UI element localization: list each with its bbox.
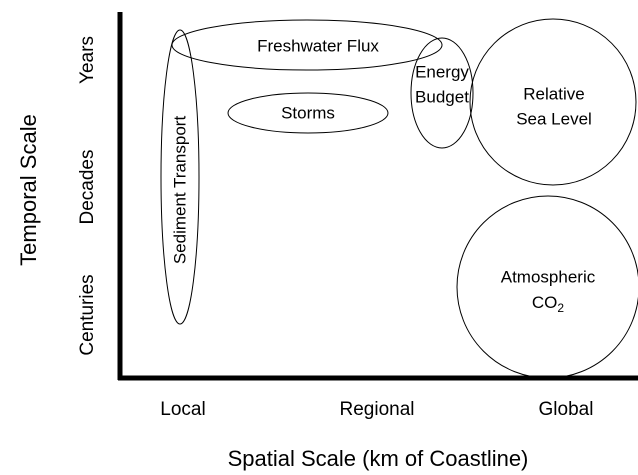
node-label-main: CO — [532, 293, 558, 312]
y-label: Years — [77, 36, 98, 84]
node-shape — [227, 92, 389, 134]
node-label-subscript: 2 — [557, 301, 564, 315]
node-shape — [160, 29, 200, 325]
x-label: Global — [539, 399, 594, 420]
x-label: Regional — [340, 399, 415, 420]
node-label: Storms — [281, 103, 335, 122]
node-label: Atmospheric — [501, 267, 596, 286]
node-label: Relative — [523, 84, 584, 103]
node-label: Sea Level — [516, 109, 592, 128]
x-axis-title: Spatial Scale (km of Coastline) — [228, 446, 529, 471]
y-axis-title: Temporal Scale — [16, 114, 41, 266]
node-shape — [410, 37, 474, 149]
node-label: Energy — [415, 62, 469, 81]
node-shape — [456, 195, 638, 379]
y-label: Decades — [77, 150, 98, 225]
node-shape — [469, 18, 637, 186]
node-label: Budget — [415, 87, 469, 106]
node-shape — [171, 19, 443, 71]
node-label: Sediment Transport — [170, 116, 189, 265]
node-label: Freshwater Flux — [257, 36, 379, 55]
node-label: CO2 — [532, 293, 565, 315]
x-label: Local — [160, 399, 205, 420]
y-label: Centuries — [77, 274, 98, 355]
